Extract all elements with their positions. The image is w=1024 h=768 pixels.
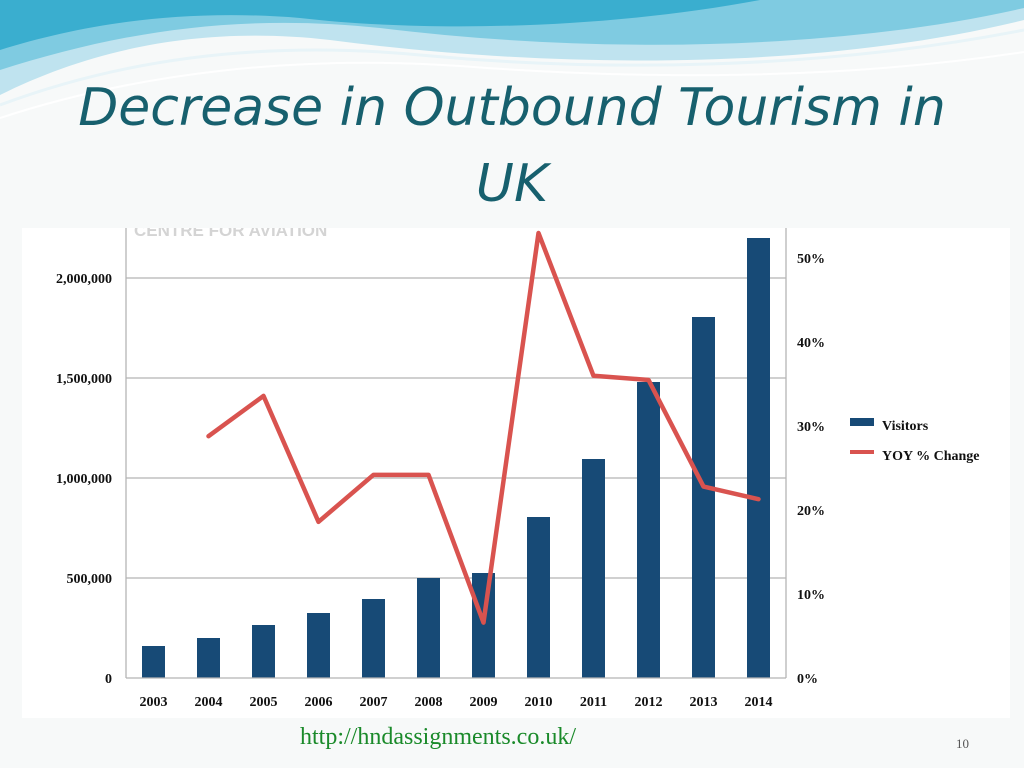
line-point [317, 520, 320, 524]
y2-tick-label: 50% [797, 252, 825, 267]
yoy-line-path [206, 230, 761, 625]
visitor-bars [142, 238, 770, 678]
bar [582, 459, 605, 678]
legend-swatch-visitors [850, 418, 874, 426]
source-link[interactable]: http://hndassignments.co.uk/ [300, 724, 576, 750]
x-tick-label: 2004 [195, 695, 223, 710]
chart-watermark: CENTRE FOR AVIATION [134, 228, 327, 240]
y-tick-label: 500,000 [67, 572, 113, 587]
x-tick-label: 2014 [745, 695, 773, 710]
slide-header-waves [0, 0, 1024, 119]
x-tick-label: 2011 [580, 695, 607, 710]
line-point [647, 378, 650, 382]
chart: CENTRE FOR AVIATION 0 500,000 1,000,000 1,5… [56, 228, 980, 710]
legend-label-visitors: Visitors [882, 419, 929, 434]
bar [637, 382, 660, 678]
legend: Visitors YOY % Change [850, 418, 980, 464]
x-tick-label: 2003 [140, 695, 168, 710]
y-tick-label: 2,000,000 [56, 272, 112, 287]
bar [142, 646, 165, 678]
line-point [702, 485, 705, 489]
x-tick-label: 2012 [635, 695, 663, 710]
bar [692, 317, 715, 678]
bar [472, 573, 495, 678]
line-point [207, 434, 210, 438]
x-tick-label: 2009 [470, 695, 498, 710]
line-point [427, 473, 430, 477]
gridlines [126, 277, 786, 579]
bar [362, 599, 385, 678]
bar [252, 625, 275, 678]
line-point [372, 473, 375, 477]
x-tick-label: 2005 [250, 695, 278, 710]
bar [417, 578, 440, 678]
line-point [592, 374, 595, 378]
y2-tick-label: 20% [797, 504, 825, 519]
slide-title: Decrease in Outbound Tourism in UK [78, 78, 946, 214]
yoy-line [206, 230, 761, 625]
line-point [537, 231, 540, 235]
line-point [262, 394, 265, 398]
y2-tick-label: 30% [797, 420, 825, 435]
y-tick-label: 1,500,000 [56, 372, 112, 387]
bar [307, 613, 330, 678]
y-tick-label: 1,000,000 [56, 472, 112, 487]
x-tick-label: 2008 [415, 695, 443, 710]
line-point [757, 497, 760, 501]
x-tick-label: 2007 [360, 695, 388, 710]
y2-tick-label: 0% [797, 672, 818, 687]
y2-tick-label: 10% [797, 588, 825, 603]
axes: 0 500,000 1,000,000 1,500,000 2,000,000 0% 10%… [56, 228, 825, 710]
chart-area: CENTRE FOR AVIATION 0 500,000 1,000,000 1,5… [22, 228, 1010, 718]
x-tick-label: 2010 [525, 695, 553, 710]
y-tick-label: 0 [105, 672, 112, 687]
bar [197, 638, 220, 678]
x-tick-label: 2006 [305, 695, 333, 710]
x-tick-label: 2013 [690, 695, 718, 710]
line-point [482, 621, 485, 625]
slide-number: 10 [956, 736, 969, 751]
y2-tick-label: 40% [797, 336, 825, 351]
bar [747, 238, 770, 678]
legend-label-yoy: YOY % Change [882, 449, 980, 464]
bar [527, 517, 550, 678]
